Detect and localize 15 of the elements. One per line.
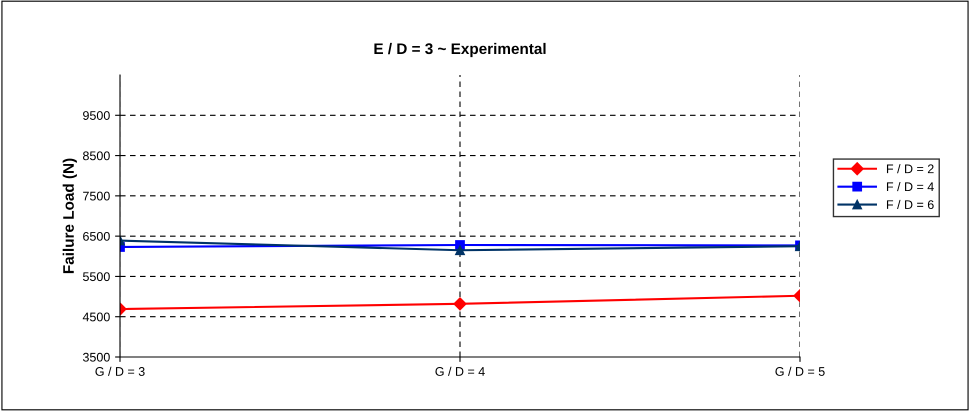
y-tick-label: 5500 bbox=[82, 272, 110, 282]
x-tick-label: G / D = 4 bbox=[435, 366, 485, 376]
y-axis-title: Failure Load (N) bbox=[62, 158, 77, 274]
y-tick-label: 8500 bbox=[83, 151, 110, 160]
y-tick-label: 9500 bbox=[83, 111, 110, 120]
legend-label: F / D = 2 bbox=[886, 164, 934, 174]
y-tick-label: 6500 bbox=[83, 232, 110, 241]
y-tick-label: 4500 bbox=[82, 312, 110, 322]
x-tick-label: G / D = 5 bbox=[775, 366, 825, 376]
legend-label: F / D = 4 bbox=[886, 182, 934, 192]
legend-label: F / D = 6 bbox=[886, 200, 934, 210]
chart-title: E / D = 3 ~ Experimental bbox=[374, 42, 546, 58]
y-tick-label: 3500 bbox=[82, 352, 110, 362]
y-tick-label: 7500 bbox=[83, 192, 110, 201]
x-tick-label: G / D = 3 bbox=[95, 366, 145, 376]
